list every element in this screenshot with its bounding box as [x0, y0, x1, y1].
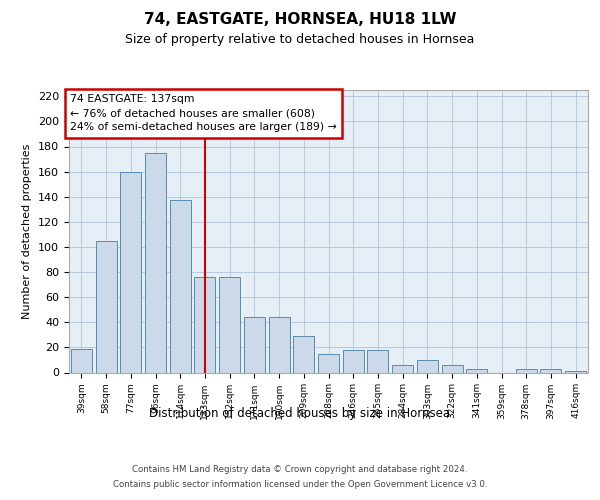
- Bar: [367, 350, 388, 372]
- Bar: [392, 365, 413, 372]
- Bar: [71, 348, 92, 372]
- Text: Size of property relative to detached houses in Hornsea: Size of property relative to detached ho…: [125, 32, 475, 46]
- Bar: [565, 371, 586, 372]
- Y-axis label: Number of detached properties: Number of detached properties: [22, 144, 32, 319]
- Bar: [466, 368, 487, 372]
- Bar: [244, 318, 265, 372]
- Bar: [343, 350, 364, 372]
- Text: Distribution of detached houses by size in Hornsea: Distribution of detached houses by size …: [149, 408, 451, 420]
- Text: Contains HM Land Registry data © Crown copyright and database right 2024.: Contains HM Land Registry data © Crown c…: [132, 465, 468, 474]
- Text: 74, EASTGATE, HORNSEA, HU18 1LW: 74, EASTGATE, HORNSEA, HU18 1LW: [144, 12, 456, 28]
- Bar: [442, 365, 463, 372]
- Text: 74 EASTGATE: 137sqm
← 76% of detached houses are smaller (608)
24% of semi-detac: 74 EASTGATE: 137sqm ← 76% of detached ho…: [70, 94, 337, 132]
- Bar: [417, 360, 438, 372]
- Bar: [219, 277, 240, 372]
- Bar: [145, 153, 166, 372]
- Bar: [541, 368, 562, 372]
- Bar: [516, 368, 537, 372]
- Bar: [293, 336, 314, 372]
- Bar: [95, 240, 116, 372]
- Bar: [120, 172, 141, 372]
- Bar: [194, 277, 215, 372]
- Bar: [269, 318, 290, 372]
- Bar: [318, 354, 339, 372]
- Text: Contains public sector information licensed under the Open Government Licence v3: Contains public sector information licen…: [113, 480, 487, 489]
- Bar: [170, 200, 191, 372]
